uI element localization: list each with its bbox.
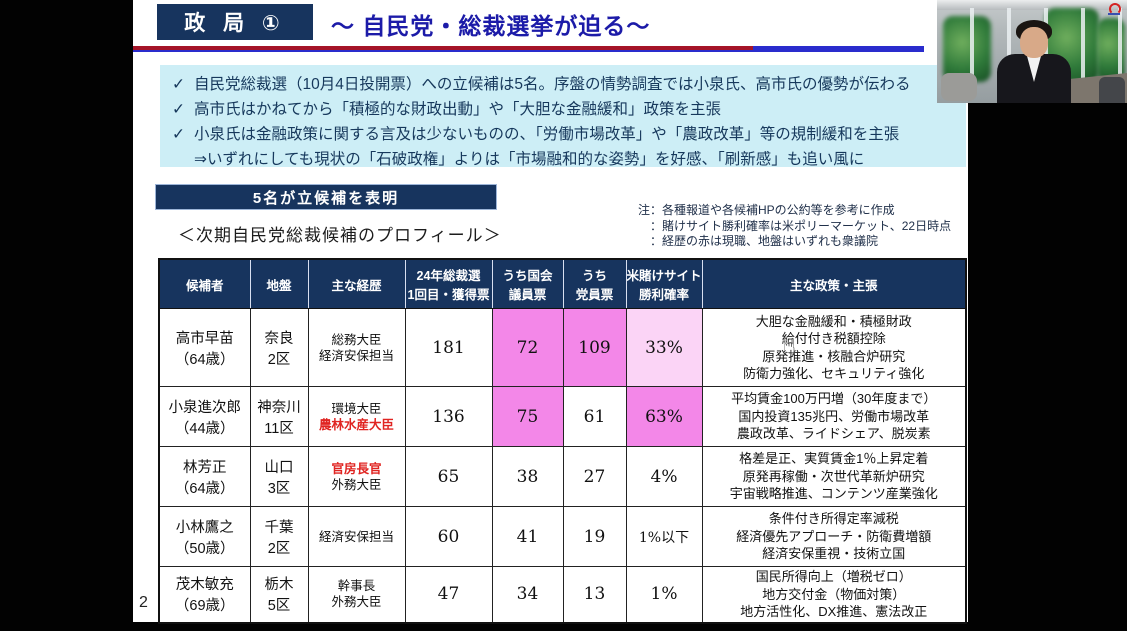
title-divider [133,46,924,52]
summary-bullet-text: 小泉氏は金融政策に関する言及は少ないものの、「労働市場改革」や「農政改革」等の規… [194,126,900,143]
page-number: 2 [139,594,148,611]
member-votes: 27 [562,446,627,507]
candidate-career: 環境大臣 農林水産大臣 [307,386,406,447]
candidate-name: 高市早苗 （64歳） [158,308,251,387]
candidate-district: 千葉 2区 [249,506,309,567]
check-icon: ✓ [172,76,185,93]
col-header-candidate: 候補者 [159,259,251,309]
logo-ring [1109,3,1121,15]
votes-2024: 65 [404,446,493,507]
member-votes: 109 [562,308,627,387]
betting-odds: 63% [625,386,703,447]
member-votes: 61 [562,386,627,447]
slide-section-badge: 政 局 ① [157,4,313,40]
check-icon: ✓ [172,126,185,143]
table-row-takaichi: 高市早苗 （64歳） 奈良 2区 総務大臣 経済安保担当 181 72 109 33%… [158,308,967,387]
speaker-avatar [997,20,1071,103]
betting-odds: 1%以下 [625,506,703,567]
candidate-career: 総務大臣 経済安保担当 [307,308,406,387]
candidate-career: 経済安保担当 [307,506,406,567]
speaker-video-thumbnail[interactable] [937,0,1127,103]
table-row-motegi: 茂木敏充 （69歳） 栃木 5区 幹事長 外務大臣 47 34 13 1% 国民所得向… [158,566,967,623]
votes-2024: 181 [404,308,493,387]
summary-bullet-text: 自民党総裁選（10月4日投開票）への立候補は5名。序盤の情勢調査では小泉氏、高市… [194,76,911,93]
footnote-line: ：賭けサイト勝利確率は米ポリーマーケット、22日時点 [650,218,952,233]
candidate-profile-table: 候補者 地盤 主な経歴 24年総裁選 1回目・獲得票 うち国会 議員票 うち 党員票 … [158,258,967,624]
table-header-row: 候補者 地盤 主な経歴 24年総裁選 1回目・獲得票 うち国会 議員票 うち 党員票 … [159,259,966,309]
col-header-diet-votes: うち国会 議員票 [492,259,564,309]
candidate-policies: 条件付き所得定率減税 経済優先アプローチ・防衛費増額 経済安保重視・技術立国 [701,506,967,567]
table-row-koizumi: 小泉進次郎 （44歳） 神奈川 11区 環境大臣 農林水産大臣 136 75 61 6… [158,386,967,447]
ceiling [937,0,1127,10]
table-row-hayashi: 林芳正 （64歳） 山口 3区 官房長官 外務大臣 65 38 27 4% 格差是正、… [158,446,967,507]
divider-red-segment [133,46,753,50]
chair [1099,77,1125,103]
betting-odds: 1% [625,566,703,623]
summary-followup: ⇒いずれにしても現状の「石破政権」よりは「市場融和的な姿勢」を好感、「刷新感」も… [194,151,865,168]
candidate-district: 栃木 5区 [249,566,309,623]
candidate-career: 官房長官 外務大臣 [307,446,406,507]
candidate-name: 小泉進次郎 （44歳） [158,386,251,447]
col-header-betting-odds: 米賭けサイト 勝利確率 [626,259,703,309]
betting-odds: 4% [625,446,703,507]
divider-blue-segment [753,46,924,52]
chair [941,73,977,101]
diet-votes: 34 [491,566,564,623]
col-header-member-votes: うち 党員票 [563,259,627,309]
summary-bullet: ✓ 自民党総裁選（10月4日投開票）への立候補は5名。序盤の情勢調査では小泉氏、高… [172,72,966,97]
votes-2024: 136 [404,386,493,447]
col-header-district: 地盤 [250,259,309,309]
candidate-policies: 国民所得向上（増税ゼロ） 地方交付金（物価対策） 地方活性化、DX推進、憲法改正 [701,566,967,623]
summary-box: ✓ 自民党総裁選（10月4日投開票）への立候補は5名。序盤の情勢調査では小泉氏、高… [160,65,966,168]
candidate-district: 奈良 2区 [249,308,309,387]
candidate-policies: 格差是正、実質賃金1％上昇定着 原発再稼働・次世代革新炉研究 宇宙戦略推進、コンテン… [701,446,967,507]
footnote-line: 注：各種報道や各候補HPの公約等を参考に作成 [638,203,895,217]
candidate-policies: 大胆な金融緩和・積極財政 給付付き税額控除 原発推進・核融合炉研究 防衛力強化、セキュ… [701,308,967,387]
diet-votes: 41 [491,506,564,567]
col-header-career: 主な経歴 [308,259,406,309]
candidate-district: 神奈川 11区 [249,386,309,447]
votes-2024: 47 [404,566,493,623]
table-caption: ＜次期自民党総裁候補のプロフィール＞ [178,226,502,245]
divider-thin-blue-segment [133,50,753,52]
member-votes: 19 [562,506,627,567]
summary-bullet: ✓ 小泉氏は金融政策に関する言及は少ないものの、「労働市場改革」や「農政改革」等の… [172,122,966,147]
candidate-name: 林芳正 （64歳） [158,446,251,507]
candidates-count-banner: 5名が立候補を表明 [155,184,497,210]
candidate-policies: 平均賃金100万円増（30年度まで） 国内投資135兆円、労働市場改革 農政改革、ラ… [701,386,967,447]
diet-votes: 72 [491,308,564,387]
summary-bullet-text: 高市氏はかねてから「積極的な財政出動」や「大胆な金融緩和」政策を主張 [194,101,722,118]
candidate-name: 小林鷹之 （50歳） [158,506,251,567]
table-row-kobayashi: 小林鷹之 （50歳） 千葉 2区 経済安保担当 60 41 19 1%以下 条件付き… [158,506,967,567]
diet-votes: 75 [491,386,564,447]
candidate-name: 茂木敏充 （69歳） [158,566,251,623]
diet-votes: 38 [491,446,564,507]
footnotes: 注：各種報道や各候補HPの公約等を参考に作成 ：賭けサイト勝利確率は米ポリーマー… [638,203,951,250]
member-votes: 13 [562,566,627,623]
slide-title: ～ 自民党・総裁選挙が迫る～ [331,12,651,39]
presentation-slide: 政 局 ① ～ 自民党・総裁選挙が迫る～ ✓ 自民党総裁選（10月4日投開票）への… [133,0,968,624]
candidate-career: 幹事長 外務大臣 [307,566,406,623]
col-header-votes: 24年総裁選 1回目・獲得票 [405,259,493,309]
betting-odds: 33% [625,308,703,387]
cursor-icon: ☝ [783,335,796,358]
votes-2024: 60 [404,506,493,567]
footnote-line: ：経歴の赤は現職、地盤はいずれも衆議院 [650,234,879,248]
check-icon: ✓ [172,101,185,118]
col-header-policy: 主な政策・主張 [702,259,966,309]
logo-bar [1108,13,1120,15]
face [1020,27,1048,58]
summary-bullet: ✓ 高市氏はかねてから「積極的な財政出動」や「大胆な金融緩和」政策を主張 [172,97,966,122]
candidate-district: 山口 3区 [249,446,309,507]
channel-logo-icon [1106,3,1122,15]
